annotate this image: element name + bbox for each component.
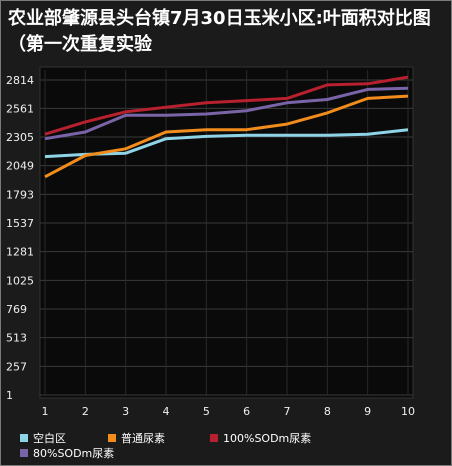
y-tick-label: 1281 bbox=[6, 246, 34, 259]
x-tick-label: 2 bbox=[82, 405, 89, 418]
y-tick-label: 513 bbox=[6, 332, 27, 345]
series-lines bbox=[44, 75, 409, 179]
legend-swatch bbox=[108, 434, 116, 442]
y-tick-label: 1025 bbox=[6, 274, 34, 287]
legend-item: 80%SODm尿素 bbox=[20, 445, 114, 461]
x-tick-label: 10 bbox=[401, 405, 415, 418]
y-tick-label: 2305 bbox=[6, 131, 34, 144]
chart-title: 农业部肇源县头台镇7月30日玉米小区:叶面积对比图（第一次重复实验 bbox=[8, 8, 431, 55]
y-tick-label: 1 bbox=[6, 389, 13, 402]
plot-area bbox=[39, 66, 414, 399]
series-line-1 bbox=[44, 128, 409, 159]
legend-label: 空白区 bbox=[33, 432, 66, 445]
x-tick-label: 9 bbox=[364, 405, 371, 418]
x-tick-label: 8 bbox=[324, 405, 331, 418]
legend-label: 80%SODm尿素 bbox=[33, 447, 115, 460]
x-tick-label: 5 bbox=[203, 405, 210, 418]
y-tick-label: 2049 bbox=[6, 160, 34, 173]
series-line-3 bbox=[44, 75, 409, 136]
x-tick-label: 3 bbox=[122, 405, 129, 418]
legend-item: 空白区 bbox=[20, 430, 66, 446]
legend-swatch bbox=[20, 449, 28, 457]
y-tick-label: 1793 bbox=[6, 188, 34, 201]
legend-label: 普通尿素 bbox=[121, 432, 165, 445]
x-tick-label: 7 bbox=[284, 405, 291, 418]
series-line-4 bbox=[44, 86, 409, 141]
legend-item: 100%SODm尿素 bbox=[210, 430, 311, 446]
y-tick-label: 2561 bbox=[6, 102, 34, 115]
line-chart: 1257513769102512811537179320492305256128… bbox=[6, 66, 416, 418]
legend-swatch bbox=[20, 434, 28, 442]
x-tick-label: 4 bbox=[163, 405, 170, 418]
y-tick-label: 257 bbox=[6, 360, 27, 373]
x-tick-label: 6 bbox=[243, 405, 250, 418]
gridlines bbox=[40, 70, 413, 396]
y-tick-label: 769 bbox=[6, 303, 27, 316]
legend-item: 普通尿素 bbox=[108, 430, 165, 446]
series-line-2 bbox=[44, 94, 409, 179]
legend-label: 100%SODm尿素 bbox=[223, 432, 312, 445]
y-axis-ticks: 1 257 513 769 1025 1281 1537 1793 2049 2305 2561 28… bbox=[6, 74, 34, 402]
y-tick-label: 2814 bbox=[6, 74, 34, 87]
x-tick-label: 1 bbox=[42, 405, 49, 418]
y-tick-label: 1537 bbox=[6, 217, 34, 230]
x-axis-ticks: 1 2 3 4 5 6 7 8 9 10 bbox=[42, 405, 416, 418]
legend-swatch bbox=[210, 434, 218, 442]
